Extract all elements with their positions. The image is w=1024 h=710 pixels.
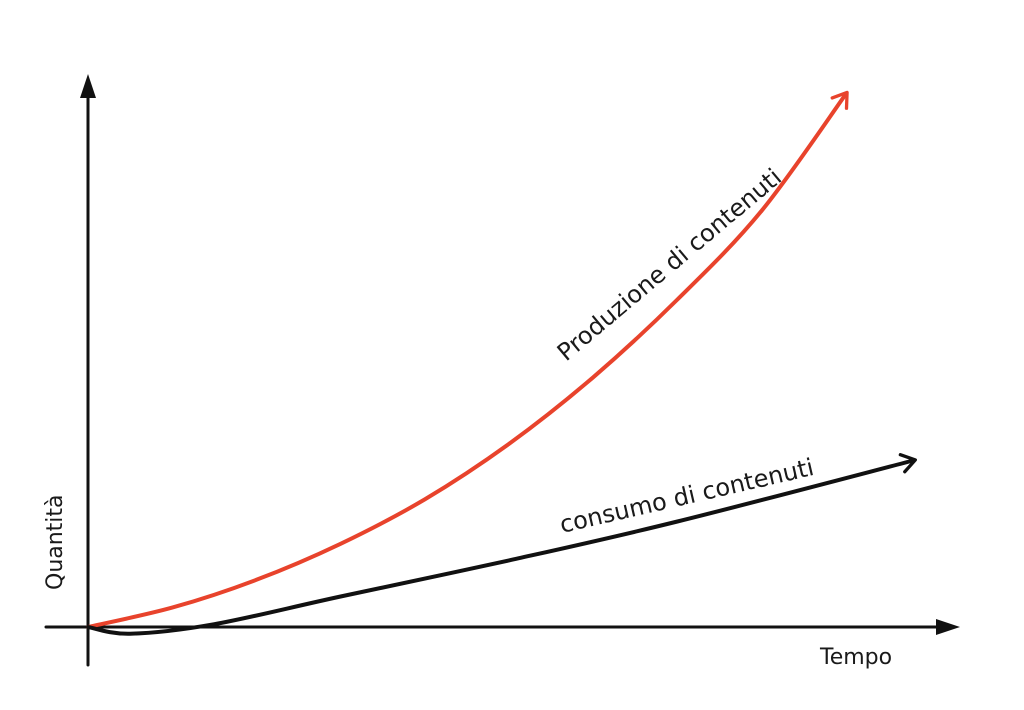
y-axis-title: Quantità xyxy=(43,494,68,590)
series-line-consumo xyxy=(86,453,917,636)
x-axis-arrow-icon xyxy=(936,619,960,635)
x-axis-title: Tempo xyxy=(819,645,892,670)
series-line-produzione xyxy=(86,90,849,629)
series-label-produzione: Produzione di contenuti xyxy=(552,163,787,367)
y-axis-arrow-icon xyxy=(80,74,96,98)
